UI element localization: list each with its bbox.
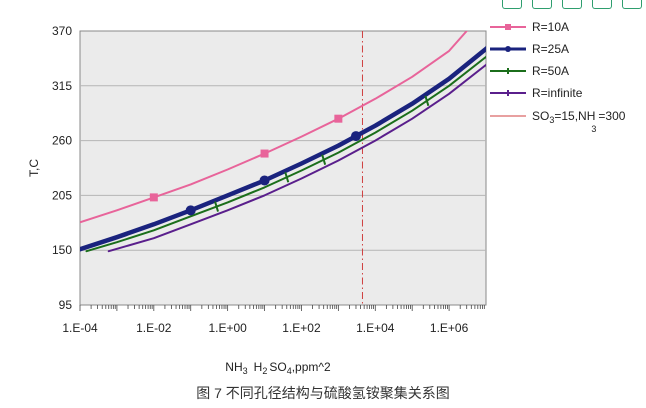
data-point <box>260 149 269 158</box>
legend-label-part: =300 <box>598 109 625 123</box>
x-label-sub: 2 <box>262 366 267 376</box>
x-tick-label: 1.E-02 <box>136 321 172 335</box>
data-point <box>424 95 430 107</box>
legend-marker <box>505 46 511 52</box>
x-tick-label: 1.E+06 <box>430 321 469 335</box>
download-icon[interactable] <box>592 0 612 9</box>
legend-label: R=25A <box>532 42 569 56</box>
legend-label: R=10A <box>532 20 569 34</box>
figure-caption: 图 7 不同孔径结构与硫酸氢铵聚集关系图 <box>196 385 450 401</box>
y-axis-label: T,C <box>27 159 41 177</box>
x-tick-label: 1.E+00 <box>208 321 247 335</box>
plot-area <box>79 30 487 306</box>
x-label-part: H <box>254 360 263 374</box>
legend-label-part: SO <box>532 109 549 123</box>
data-point <box>214 201 219 212</box>
legend-label-part: 3 <box>549 115 554 125</box>
y-tick-label: 260 <box>52 134 72 148</box>
x-label-sub: 4 <box>287 366 292 376</box>
data-point <box>185 205 196 216</box>
y-tick-label: 150 <box>52 243 72 257</box>
y-tick-label: 95 <box>59 298 73 312</box>
series-line <box>107 63 486 253</box>
x-tick-label: 1.E-04 <box>62 321 98 335</box>
legend-label: R=infinite <box>532 86 583 100</box>
x-label-part: NH <box>225 360 242 374</box>
data-point <box>259 175 270 186</box>
x-axis-label: NH3 H2 SO4,ppm^2 <box>225 360 331 376</box>
series-group <box>80 31 486 253</box>
legend-label-part: =15,NH <box>554 109 595 123</box>
grid <box>80 85 486 251</box>
legend-marker <box>505 24 511 30</box>
legend-label: R=50A <box>532 64 569 78</box>
data-point <box>334 114 343 123</box>
toolbar <box>502 0 642 9</box>
data-point <box>350 131 361 142</box>
legend-label: SO3=15,NH 3=300 <box>532 109 626 134</box>
y-tick-labels: 95 150 205 260 315 370 <box>52 24 72 312</box>
series-line <box>80 45 486 252</box>
data-point <box>149 193 158 202</box>
minor-ticks <box>79 305 485 311</box>
share-icon[interactable] <box>562 0 582 9</box>
expand-icon[interactable] <box>532 0 552 9</box>
x-tick-label: 1.E+04 <box>356 321 395 335</box>
series-line <box>85 55 486 253</box>
settings-icon[interactable] <box>622 0 642 9</box>
x-tick-label: 1.E+02 <box>282 321 321 335</box>
markers-group <box>149 95 430 216</box>
x-label-sub: 3 <box>243 366 248 376</box>
copy-icon[interactable] <box>502 0 522 9</box>
x-label-part: SO <box>269 360 286 374</box>
series-line <box>80 31 468 224</box>
y-tick-label: 315 <box>52 79 72 93</box>
legend-label-part: 3 <box>591 124 596 134</box>
data-point <box>284 171 290 183</box>
data-point <box>321 154 327 165</box>
x-label-part: ,ppm^2 <box>292 360 331 374</box>
x-tick-labels: 1.E-04 1.E-02 1.E+00 1.E+02 1.E+04 1.E+06 <box>62 321 468 335</box>
y-tick-label: 370 <box>52 24 72 38</box>
y-tick-label: 205 <box>52 188 72 202</box>
